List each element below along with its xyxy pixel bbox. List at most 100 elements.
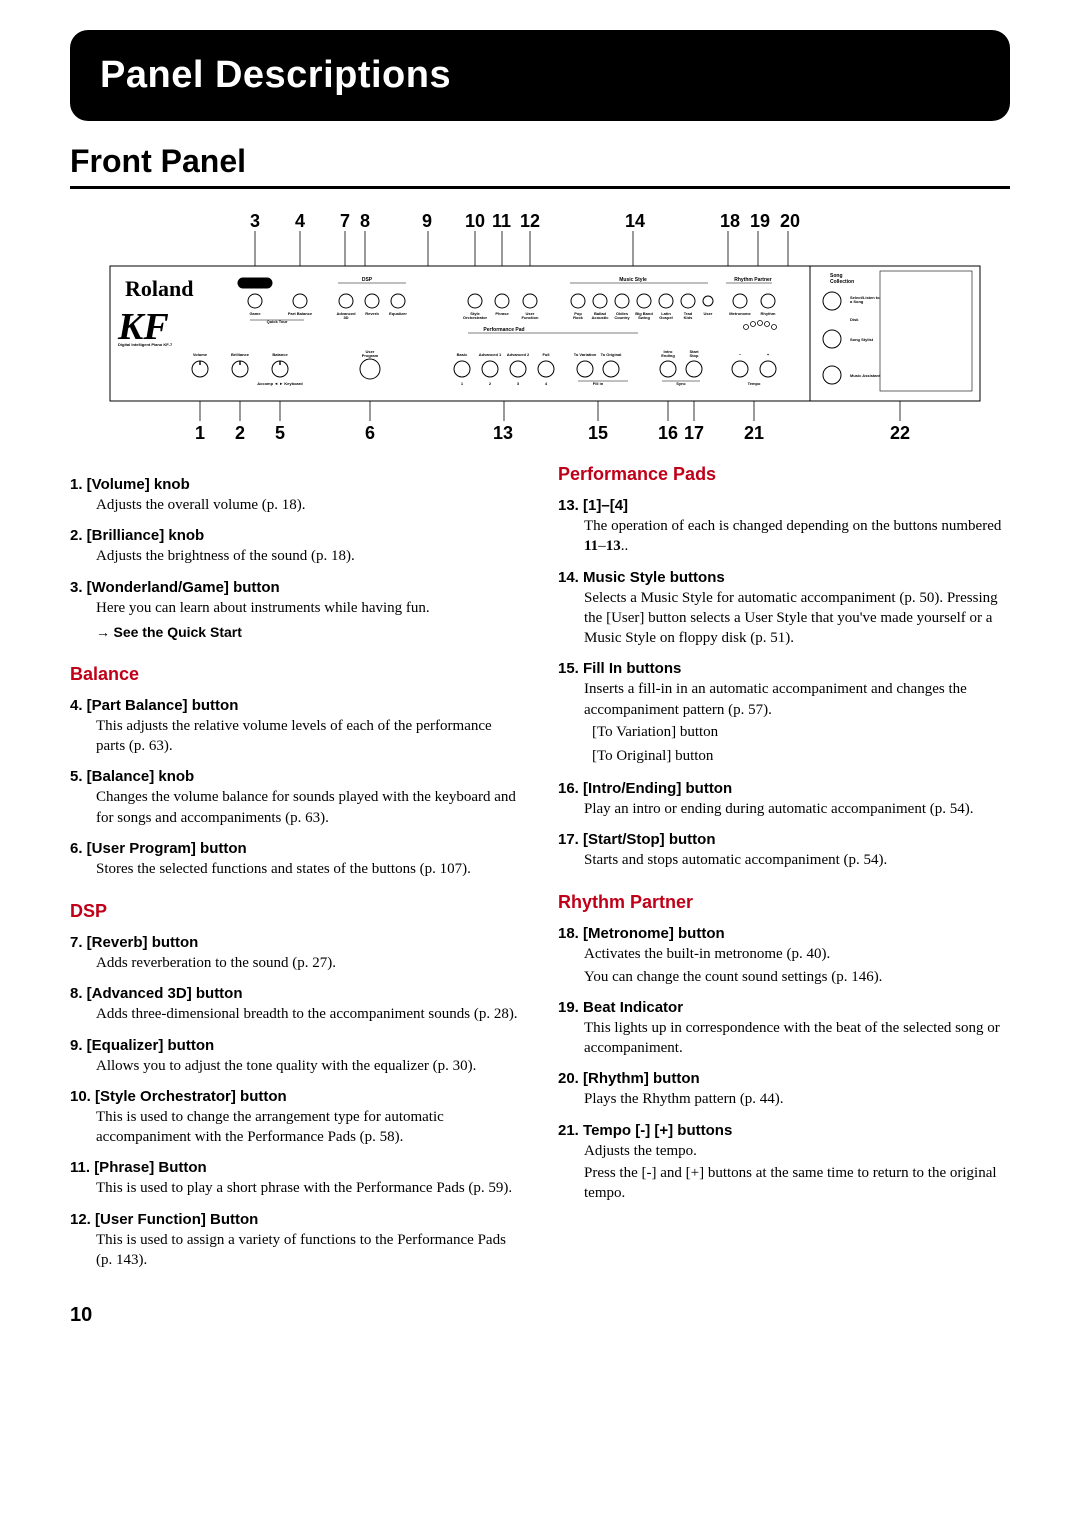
item-desc: Adjusts the tempo. <box>584 1141 1010 1161</box>
callout-top: 9 <box>422 211 432 231</box>
item-title: 10. [Style Orchestrator] button <box>70 1088 522 1105</box>
callout-top: 20 <box>780 211 800 231</box>
svg-text:−: − <box>739 352 742 357</box>
item-sub: [To Variation] button <box>592 720 1010 744</box>
callout-top: 18 <box>720 211 740 231</box>
svg-text:Phrase: Phrase <box>495 311 509 316</box>
item-desc: Stores the selected functions and states… <box>96 859 522 879</box>
item-desc: Selects a Music Style for automatic acco… <box>584 588 1010 649</box>
svg-text:2: 2 <box>489 381 492 386</box>
callout-top: 11 <box>492 211 511 231</box>
svg-text:Volume: Volume <box>193 352 208 357</box>
item-title: 14. Music Style buttons <box>558 569 1010 586</box>
item-title: 9. [Equalizer] button <box>70 1037 522 1054</box>
perf-pads-heading: Performance Pads <box>558 464 1010 485</box>
item-desc: Adjusts the overall volume (p. 18). <box>96 495 522 515</box>
rhythm-partner-heading: Rhythm Partner <box>558 892 1010 913</box>
svg-text:Kids: Kids <box>684 315 693 320</box>
svg-text:Rock: Rock <box>573 315 584 320</box>
svg-text:Accomp ◄ ► Keyboard: Accomp ◄ ► Keyboard <box>257 381 303 386</box>
left-column: 1. [Volume] knob Adjusts the overall volu… <box>70 464 522 1270</box>
callout-bot: 6 <box>365 423 375 441</box>
item-desc: Adds three-dimensional breadth to the ac… <box>96 1004 522 1024</box>
item-title: 2. [Brilliance] knob <box>70 527 522 544</box>
item-desc: Adjusts the brightness of the sound (p. … <box>96 546 522 566</box>
page-banner: Panel Descriptions <box>70 30 1010 121</box>
svg-text:Fill in: Fill in <box>593 381 604 386</box>
list-item: 7. [Reverb] buttonAdds reverberation to … <box>70 934 522 973</box>
svg-text:Song Stylist: Song Stylist <box>850 337 874 342</box>
svg-text:Sync: Sync <box>676 381 686 386</box>
callout-top: 14 <box>625 211 645 231</box>
item-title: 19. Beat Indicator <box>558 999 1010 1016</box>
item-title: 21. Tempo [-] [+] buttons <box>558 1122 1010 1139</box>
list-item: 13. [1]–[4]The operation of each is chan… <box>558 497 1010 557</box>
svg-text:Acoustic: Acoustic <box>592 315 610 320</box>
svg-text:Equalizer: Equalizer <box>389 311 407 316</box>
page-number: 10 <box>70 1304 1010 1327</box>
list-item: 17. [Start/Stop] buttonStarts and stops … <box>558 831 1010 870</box>
callout-bot: 16 <box>658 423 678 441</box>
list-item: 20. [Rhythm] button Plays the Rhythm patt… <box>558 1070 1010 1109</box>
front-panel-diagram: 3 4 7 8 9 10 11 12 14 18 19 20 Roland KF… <box>70 211 1010 441</box>
item-desc: Plays the Rhythm pattern (p. 44). <box>584 1089 1010 1109</box>
balance-heading: Balance <box>70 664 522 685</box>
right-column: Performance Pads 13. [1]–[4]The operatio… <box>558 464 1010 1270</box>
item-desc: Allows you to adjust the tone quality wi… <box>96 1056 522 1076</box>
item-desc: Starts and stops automatic accompaniment… <box>584 850 1010 870</box>
callout-bot: 21 <box>744 423 764 441</box>
item-title: 8. [Advanced 3D] button <box>70 985 522 1002</box>
callout-bot: 13 <box>493 423 513 441</box>
list-item: 6. [User Program] button Stores the selec… <box>70 840 522 879</box>
list-item: 3. [Wonderland/Game] buttonHere you can … <box>70 579 522 642</box>
item-title: 4. [Part Balance] button <box>70 697 522 714</box>
svg-text:Basic: Basic <box>457 352 468 357</box>
item-title: 15. Fill In buttons <box>558 660 1010 677</box>
item-desc: Changes the volume balance for sounds pl… <box>96 787 522 828</box>
list-item: 15. Fill In buttonsInserts a fill-in in … <box>558 660 1010 768</box>
callout-top: 3 <box>250 211 260 231</box>
item-title: 18. [Metronome] button <box>558 925 1010 942</box>
svg-text:Tempo: Tempo <box>748 381 761 386</box>
svg-text:Rhythm Partner: Rhythm Partner <box>734 277 772 283</box>
item-title: 12. [User Function] Button <box>70 1211 522 1228</box>
item-sub: [To Original] button <box>592 744 1010 768</box>
list-item: 14. Music Style buttons Selects a Music S… <box>558 569 1010 649</box>
section-title: Front Panel <box>70 143 1010 189</box>
item-title: 20. [Rhythm] button <box>558 1070 1010 1087</box>
callout-bot: 15 <box>588 423 608 441</box>
item-title: 16. [Intro/Ending] button <box>558 780 1010 797</box>
item-title: 1. [Volume] knob <box>70 476 522 493</box>
item-desc: You can change the count sound settings … <box>584 967 1010 987</box>
item-desc: This lights up in correspondence with th… <box>584 1018 1010 1059</box>
dsp-heading: DSP <box>70 901 522 922</box>
list-item: 9. [Equalizer] button Allows you to adjus… <box>70 1037 522 1076</box>
svg-text:1: 1 <box>461 381 464 386</box>
svg-text:Country: Country <box>614 315 630 320</box>
list-item: 19. Beat Indicator This lights up in corr… <box>558 999 1010 1059</box>
callout-top: 19 <box>750 211 770 231</box>
callout-top: 7 <box>340 211 350 231</box>
item-desc: The operation of each is changed dependi… <box>584 516 1010 557</box>
svg-text:Part Balance: Part Balance <box>288 311 313 316</box>
svg-text:DSP: DSP <box>362 277 373 283</box>
callout-bot: 2 <box>235 423 245 441</box>
svg-text:Full: Full <box>542 352 549 357</box>
svg-text:Rhythm: Rhythm <box>761 311 776 316</box>
item-title: 6. [User Program] button <box>70 840 522 857</box>
list-item: 2. [Brilliance] knob Adjusts the brightne… <box>70 527 522 566</box>
svg-text:Program: Program <box>362 353 379 358</box>
svg-text:Music Assistant: Music Assistant <box>850 373 881 378</box>
model-sub: Digital Intelligent Piano KF-7 <box>118 342 173 347</box>
item-title: 5. [Balance] knob <box>70 768 522 785</box>
svg-text:a Song: a Song <box>850 299 864 304</box>
callout-top: 4 <box>295 211 305 231</box>
callout-top: 10 <box>465 211 485 231</box>
list-item: 12. [User Function] ButtonThis is used t… <box>70 1211 522 1271</box>
svg-text:Advanced 1: Advanced 1 <box>479 352 502 357</box>
list-item: 8. [Advanced 3D] button Adds three-dimens… <box>70 985 522 1024</box>
callout-bot: 1 <box>195 423 205 441</box>
list-item: 5. [Balance] knob Changes the volume bala… <box>70 768 522 828</box>
svg-text:To Original: To Original <box>601 352 622 357</box>
svg-text:Advanced 2: Advanced 2 <box>507 352 530 357</box>
